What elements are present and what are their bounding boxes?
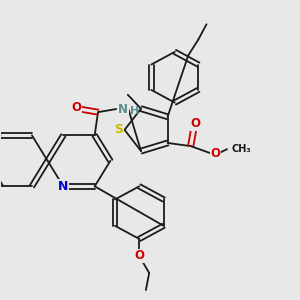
Text: H: H xyxy=(130,106,139,116)
Text: O: O xyxy=(191,117,201,130)
Text: CH₃: CH₃ xyxy=(232,144,252,154)
Text: N: N xyxy=(58,180,68,193)
Text: O: O xyxy=(71,101,82,114)
Text: O: O xyxy=(211,147,220,160)
Text: N: N xyxy=(118,103,128,116)
Text: O: O xyxy=(134,250,144,262)
Text: S: S xyxy=(114,123,123,136)
